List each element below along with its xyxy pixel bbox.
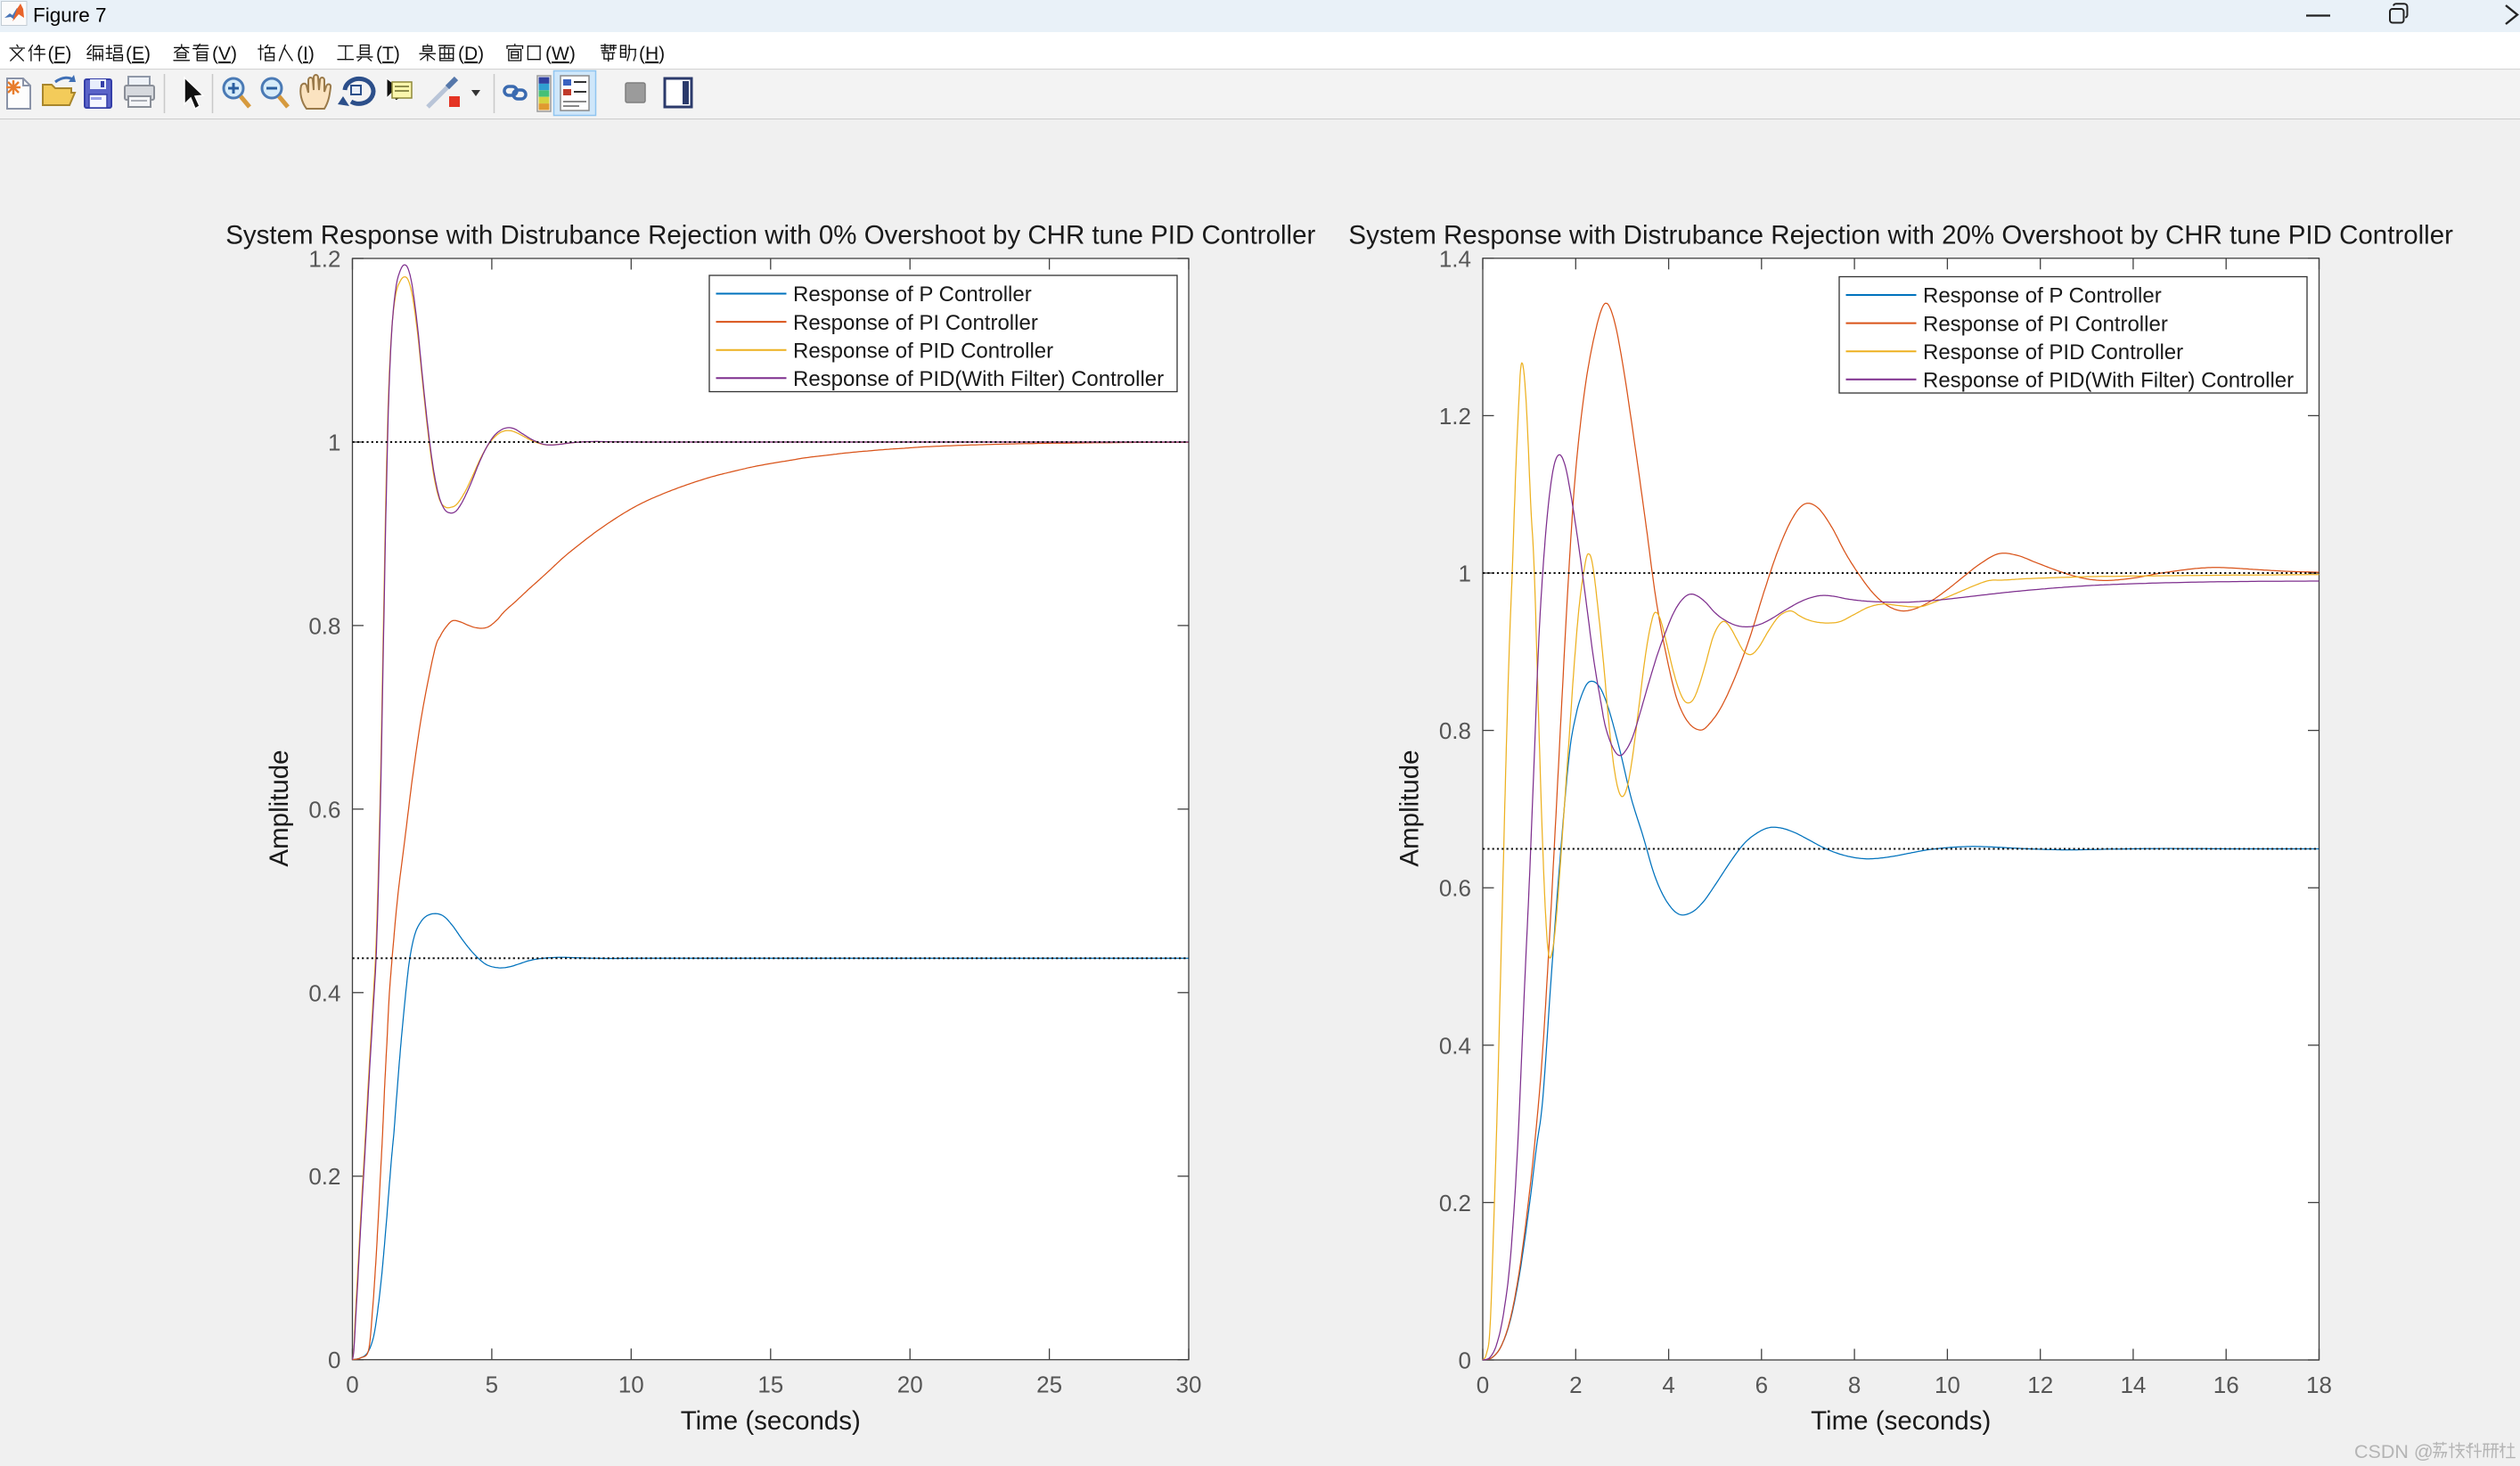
svg-text:Response of P Controller: Response of P Controller xyxy=(1923,284,2162,308)
svg-text:10: 10 xyxy=(1935,1372,1960,1398)
svg-text:1: 1 xyxy=(328,430,340,456)
svg-text:12: 12 xyxy=(2027,1372,2053,1398)
svg-text:0: 0 xyxy=(1459,1347,1471,1374)
svg-text:1.2: 1.2 xyxy=(1439,403,1471,430)
svg-text:1.4: 1.4 xyxy=(1439,245,1471,272)
svg-text:(W): (W) xyxy=(545,44,576,64)
svg-text:0.4: 0.4 xyxy=(308,979,340,1006)
svg-text:14: 14 xyxy=(2120,1372,2146,1398)
svg-text:Figure 7: Figure 7 xyxy=(33,4,107,27)
svg-text:1: 1 xyxy=(1459,561,1471,587)
svg-text:0.8: 0.8 xyxy=(1439,717,1471,744)
svg-text:2: 2 xyxy=(1569,1372,1582,1398)
svg-text:1.2: 1.2 xyxy=(308,246,340,273)
svg-text:Response of PID Controller: Response of PID Controller xyxy=(1923,340,2183,364)
svg-text:15: 15 xyxy=(757,1372,783,1398)
svg-text:18: 18 xyxy=(2306,1372,2332,1398)
svg-text:25: 25 xyxy=(1036,1372,1062,1398)
svg-text:0.2: 0.2 xyxy=(308,1163,340,1190)
svg-text:Response of PI Controller: Response of PI Controller xyxy=(1923,312,2168,336)
svg-text:Amplitude: Amplitude xyxy=(265,749,294,866)
svg-text:(I): (I) xyxy=(297,44,315,64)
svg-text:Response of PID(With Filter) C: Response of PID(With Filter) Controller xyxy=(793,367,1164,391)
svg-text:System Response with Distruban: System Response with Distrubance Rejecti… xyxy=(225,221,1315,250)
svg-text:5: 5 xyxy=(486,1372,498,1398)
svg-text:(E): (E) xyxy=(126,44,151,64)
svg-text:Amplitude: Amplitude xyxy=(1395,749,1425,866)
svg-text:0: 0 xyxy=(346,1372,358,1398)
svg-text:0.6: 0.6 xyxy=(1439,875,1471,902)
svg-text:(D): (D) xyxy=(458,44,484,64)
svg-text:0.6: 0.6 xyxy=(308,796,340,823)
svg-text:6: 6 xyxy=(1755,1372,1768,1398)
svg-text:Response of PID Controller: Response of PID Controller xyxy=(793,339,1053,363)
svg-text:Time (seconds): Time (seconds) xyxy=(681,1406,861,1436)
svg-text:(F): (F) xyxy=(48,44,72,64)
svg-text:16: 16 xyxy=(2213,1372,2239,1398)
svg-text:0.4: 0.4 xyxy=(1439,1032,1471,1059)
svg-text:Response of PID(With Filter) C: Response of PID(With Filter) Controller xyxy=(1923,369,2294,393)
svg-text:Response of P Controller: Response of P Controller xyxy=(793,283,1032,307)
svg-text:System Response with Distruban: System Response with Distrubance Rejecti… xyxy=(1348,221,2453,250)
svg-text:10: 10 xyxy=(618,1372,644,1398)
svg-text:Time (seconds): Time (seconds) xyxy=(1811,1406,1991,1436)
svg-text:30: 30 xyxy=(1176,1372,1202,1398)
svg-text:(T): (T) xyxy=(376,44,400,64)
svg-text:8: 8 xyxy=(1848,1372,1861,1398)
svg-text:0.2: 0.2 xyxy=(1439,1190,1471,1216)
svg-text:0.8: 0.8 xyxy=(308,612,340,639)
svg-text:0: 0 xyxy=(328,1347,340,1373)
svg-text:4: 4 xyxy=(1662,1372,1674,1398)
svg-text:(H): (H) xyxy=(639,44,665,64)
svg-text:20: 20 xyxy=(897,1372,923,1398)
svg-text:Response of PI Controller: Response of PI Controller xyxy=(793,311,1038,335)
svg-text:0: 0 xyxy=(1477,1372,1489,1398)
svg-text:(V): (V) xyxy=(212,44,237,64)
svg-text:CSDN @: CSDN @ xyxy=(2354,1441,2434,1462)
